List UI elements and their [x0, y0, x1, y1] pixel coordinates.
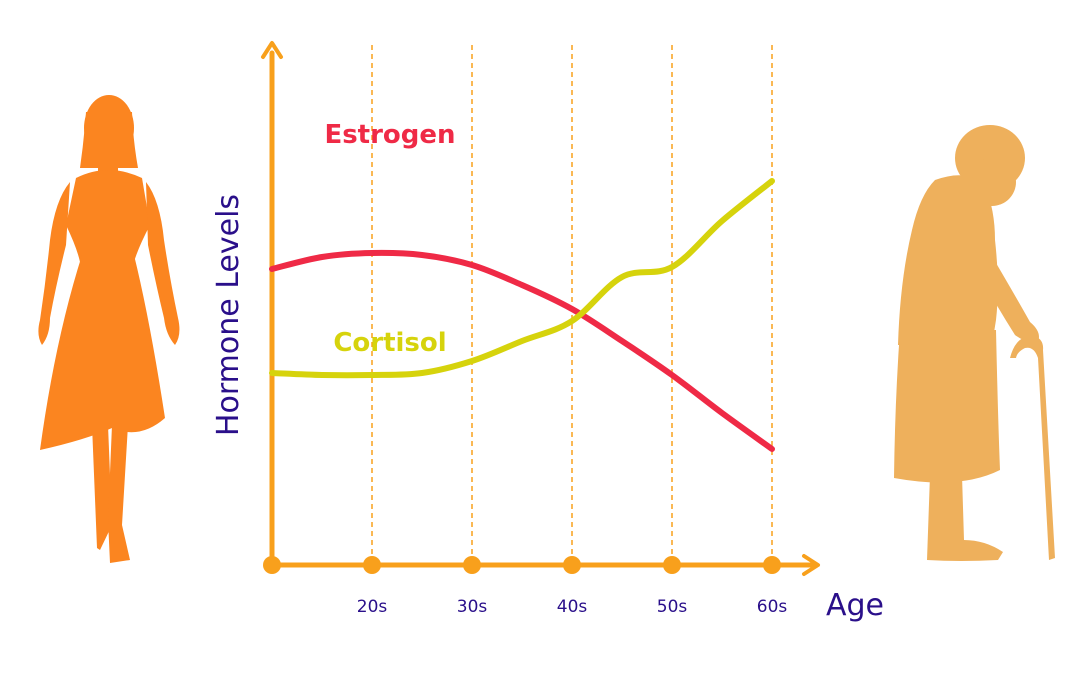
x-axis-arrow — [802, 554, 820, 576]
x-axis-marker-50s — [663, 556, 681, 574]
x-axis-marker-60s — [763, 556, 781, 574]
x-axis-title: Age — [826, 588, 884, 623]
y-axis-title: Hormone Levels — [211, 194, 246, 436]
axes — [261, 41, 820, 576]
elderly-woman-with-cane-silhouette-icon — [894, 125, 1055, 561]
x-axis-marker-30s — [463, 556, 481, 574]
cortisol-series-label: Cortisol — [333, 328, 446, 358]
x-tick-label-60s: 60s — [757, 597, 788, 617]
x-tick-label-30s: 30s — [457, 597, 488, 617]
series-lines — [269, 178, 775, 452]
x-tick-label-20s: 20s — [357, 597, 388, 617]
y-axis-arrow — [261, 41, 283, 59]
estrogen-series-label: Estrogen — [324, 120, 455, 150]
young-woman-silhouette-icon — [38, 95, 180, 563]
x-tick-labels: 20s 30s 40s 50s 60s — [357, 597, 788, 617]
x-axis-marker-origin — [263, 556, 281, 574]
x-axis-markers — [263, 556, 781, 574]
x-axis-marker-40s — [563, 556, 581, 574]
vertical-gridlines — [371, 45, 773, 565]
x-tick-label-40s: 40s — [557, 597, 588, 617]
x-tick-label-50s: 50s — [657, 597, 688, 617]
series-line-cortisol — [269, 178, 775, 379]
series-line-estrogen — [269, 249, 775, 452]
x-axis-marker-20s — [363, 556, 381, 574]
